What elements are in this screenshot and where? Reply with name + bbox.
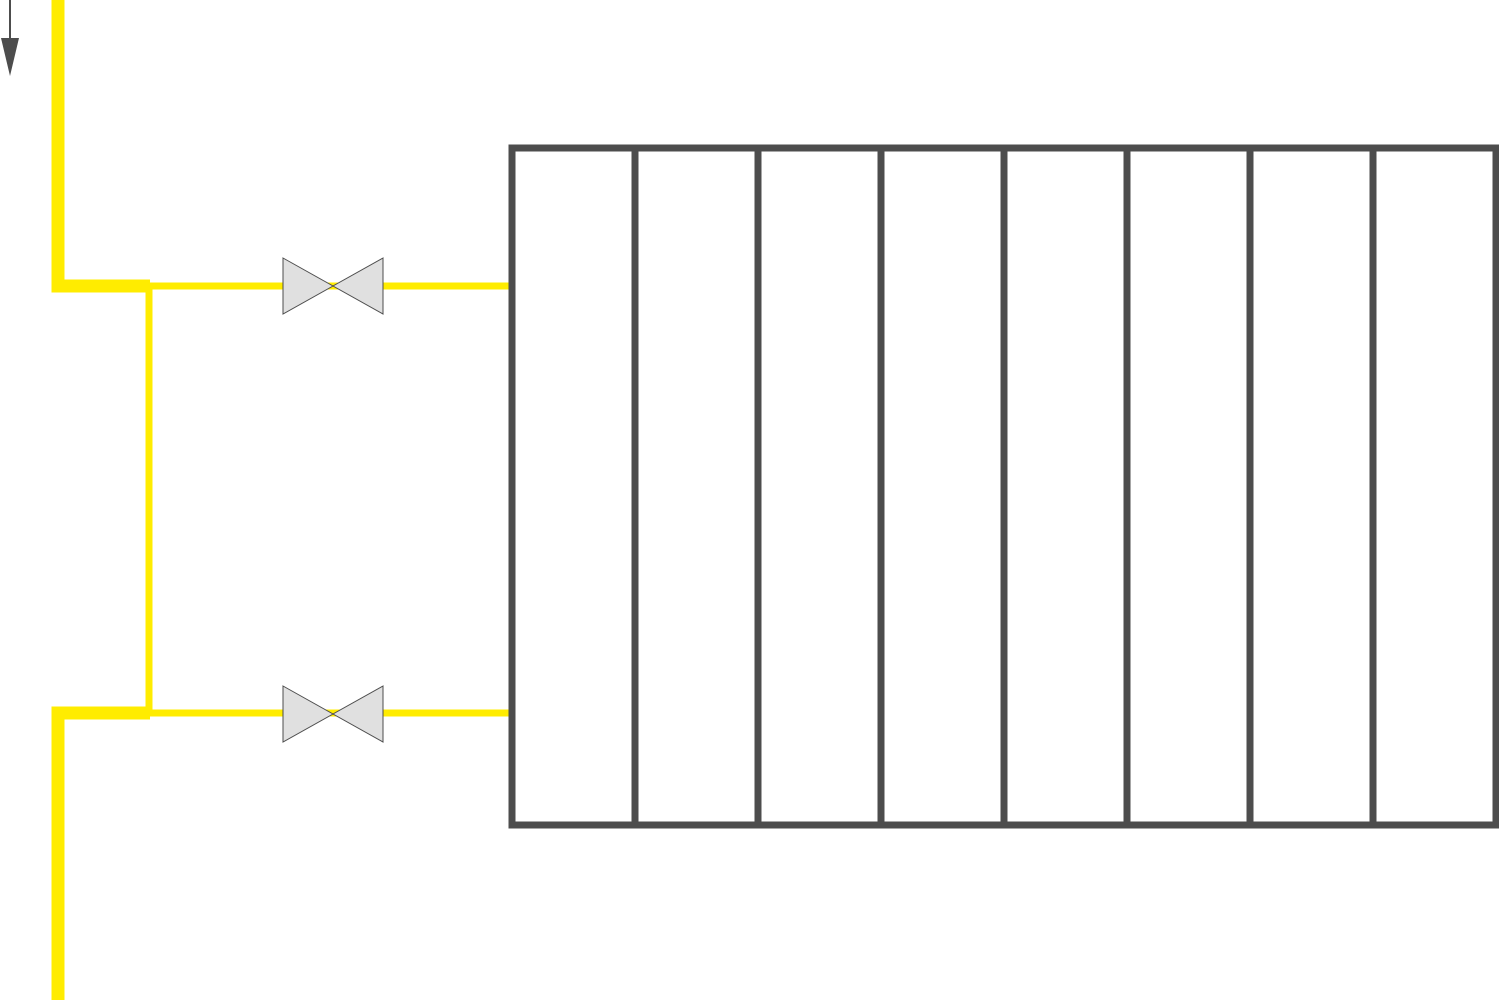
gate-valve-icon — [282, 257, 335, 315]
supply-valve[interactable] — [282, 257, 384, 315]
supply-riser-pipe — [51, 0, 150, 293]
gate-valve-icon — [282, 685, 335, 743]
down-arrow-icon — [1, 38, 19, 76]
radiator-section-dividers — [631, 148, 1377, 825]
return-riser-pipe — [51, 706, 150, 1000]
radiator — [508, 144, 1499, 829]
pipework — [51, 0, 510, 1000]
gate-valve-icon — [331, 685, 384, 743]
flow-direction-arrow — [1, 0, 19, 76]
return-valve[interactable] — [282, 685, 384, 743]
gate-valve-icon — [331, 257, 384, 315]
